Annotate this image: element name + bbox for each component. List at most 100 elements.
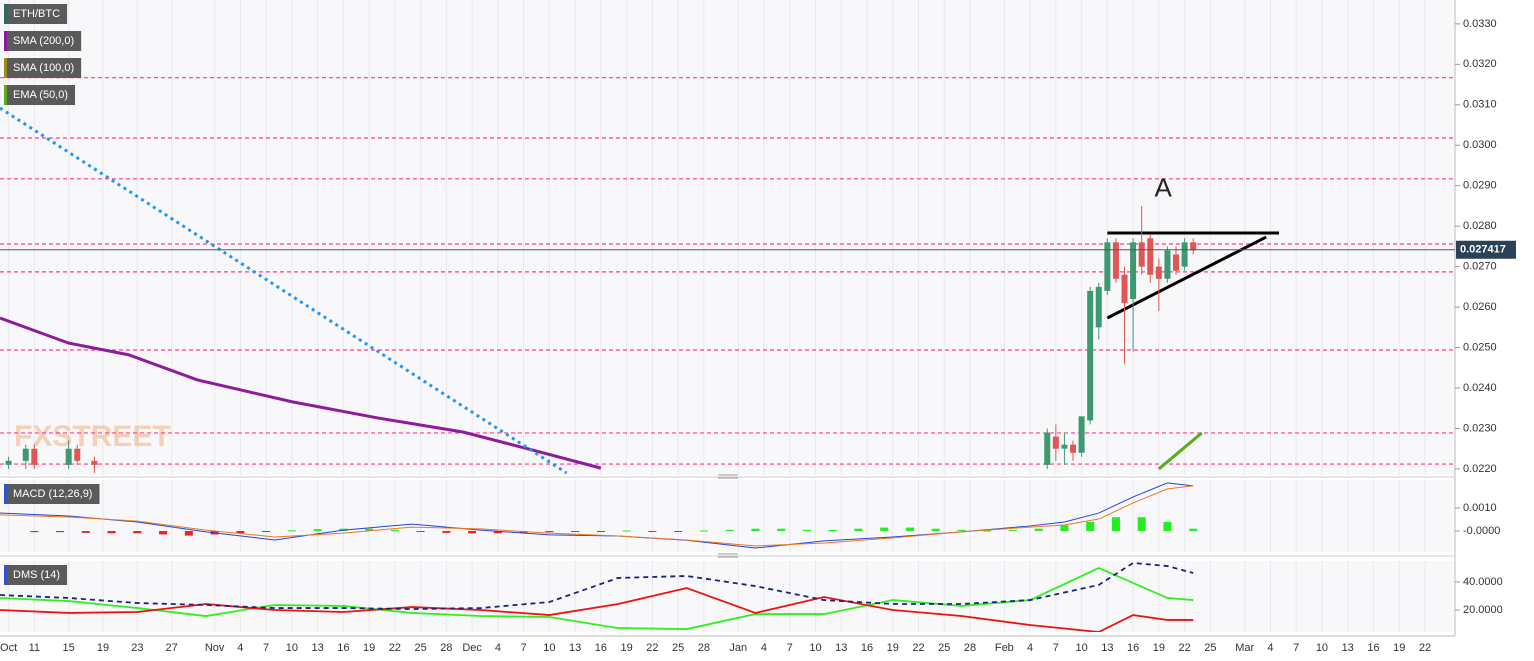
legend-bg <box>4 484 100 504</box>
candle-body <box>1190 242 1197 251</box>
x-tick-label: 10 <box>809 642 821 654</box>
histogram-bar <box>1137 517 1146 531</box>
candle-body <box>1155 266 1162 279</box>
legend-swatch <box>4 31 7 51</box>
x-tick-label: Mar <box>1235 642 1254 654</box>
legend-swatch <box>4 4 7 24</box>
x-tick-label: 22 <box>646 642 658 654</box>
histogram-bar <box>725 529 734 531</box>
last-price-bg <box>1456 240 1516 259</box>
pane-bg <box>0 480 1455 552</box>
x-tick-label: 10 <box>1316 642 1328 654</box>
candle-body <box>65 448 72 465</box>
histogram-bar <box>777 528 786 531</box>
y-tick-label: 0.0310 <box>1463 99 1497 111</box>
legend-bg <box>4 31 82 51</box>
x-tick-label: 19 <box>1153 642 1165 654</box>
indicator-line <box>0 567 1194 630</box>
legend-label: SMA (100,0) <box>13 62 74 74</box>
histogram-bar <box>81 530 90 533</box>
y-tick-label: 0.0330 <box>1463 18 1497 30</box>
candle-body <box>91 460 98 465</box>
candle-body <box>1087 290 1094 421</box>
histogram-bar <box>1163 521 1172 531</box>
histogram-bar <box>493 530 502 534</box>
histogram-bar <box>1008 529 1017 531</box>
histogram-bar <box>622 530 631 532</box>
x-tick-label: 16 <box>337 642 349 654</box>
x-tick-label: 7 <box>263 642 269 654</box>
y-tick-label: 0.0320 <box>1463 58 1497 70</box>
candle-body <box>31 448 38 465</box>
histogram-bar <box>545 530 554 533</box>
x-tick-label: 16 <box>861 642 873 654</box>
legend-swatch <box>4 484 7 504</box>
histogram-bar <box>313 529 322 531</box>
x-tick-label: 28 <box>440 642 452 654</box>
x-tick-label: 4 <box>1027 642 1033 654</box>
x-tick-label: 13 <box>311 642 323 654</box>
legend-bg <box>4 565 68 585</box>
x-tick-label: 10 <box>286 642 298 654</box>
pane-bg <box>0 561 1455 632</box>
x-tick-label: 15 <box>63 642 75 654</box>
y-tick-label: 0.0270 <box>1463 261 1497 273</box>
histogram-bar <box>1111 517 1120 531</box>
x-tick-label: 10 <box>543 642 555 654</box>
legend-swatch <box>4 85 7 105</box>
histogram-bar <box>751 528 760 531</box>
histogram-bar <box>236 530 245 534</box>
x-tick-label: 13 <box>569 642 581 654</box>
legend-swatch <box>4 565 7 585</box>
x-tick-label: 25 <box>938 642 950 654</box>
x-tick-label: 16 <box>595 642 607 654</box>
histogram-bar <box>571 530 580 532</box>
legend-item: SMA (200,0) <box>4 31 82 51</box>
pane <box>0 561 1426 632</box>
candle-body <box>1181 242 1188 267</box>
y-tick-label: 0.0220 <box>1463 463 1497 475</box>
y-tick-label: 0.0280 <box>1463 220 1497 232</box>
x-tick-label: Feb <box>995 642 1014 654</box>
histogram-bar <box>983 530 992 532</box>
candle-body <box>1147 238 1154 275</box>
legend-label: MACD (12,26,9) <box>13 488 92 500</box>
histogram-bar <box>699 530 708 532</box>
last-price-label: 0.027417 <box>1460 244 1506 256</box>
indicator-line <box>0 562 1194 610</box>
histogram-bar <box>416 530 425 532</box>
legend-bg <box>4 58 82 78</box>
annotation: A <box>1154 173 1172 203</box>
drag-handle[interactable] <box>718 553 738 558</box>
legend-item: EMA (50,0) <box>4 85 76 105</box>
legend-bg <box>4 85 76 105</box>
histogram-bar <box>468 530 477 534</box>
x-tick-label: 19 <box>621 642 633 654</box>
x-tick-label: 16 <box>1127 642 1139 654</box>
histogram-bar <box>648 530 657 532</box>
x-tick-label: 25 <box>414 642 426 654</box>
candle-body <box>1130 242 1137 299</box>
watermark: FXSTREET <box>14 420 171 453</box>
histogram-bar <box>957 529 966 531</box>
x-tick-label: 7 <box>521 642 527 654</box>
trend-line <box>0 106 568 475</box>
candle-body <box>1121 274 1128 304</box>
x-tick-label: 13 <box>835 642 847 654</box>
histogram-bar <box>133 530 142 534</box>
x-tick-label: Jan <box>729 642 747 654</box>
histogram-bar <box>931 528 940 531</box>
x-tick-label: 7 <box>1293 642 1299 654</box>
legend-item: SMA (100,0) <box>4 58 82 78</box>
drag-handle[interactable] <box>718 474 738 479</box>
y-tick-label: 0.0240 <box>1463 382 1497 394</box>
y-tick-label: 40.0000 <box>1463 576 1503 588</box>
x-tick-label: 13 <box>1342 642 1354 654</box>
candle-body <box>5 460 12 465</box>
x-tick-label: 4 <box>237 642 243 654</box>
histogram-bar <box>30 530 39 533</box>
pane-bg <box>0 0 1455 475</box>
x-tick-label: 7 <box>787 642 793 654</box>
